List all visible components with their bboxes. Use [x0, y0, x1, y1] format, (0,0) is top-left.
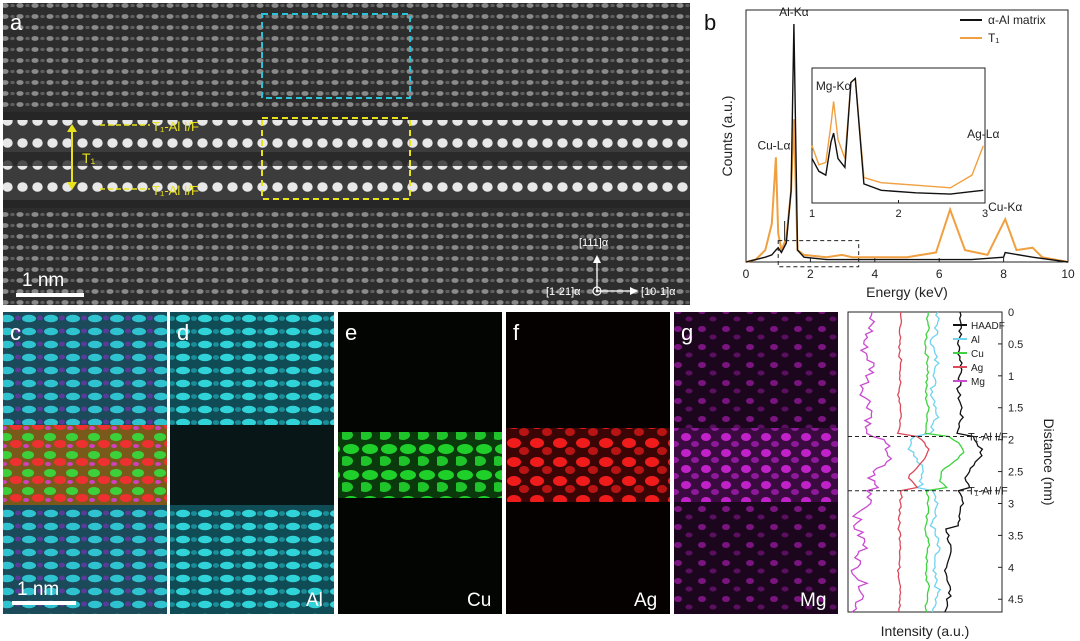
y-tick-label: 4	[1008, 562, 1014, 574]
peak-label: Ag-Lα	[967, 127, 999, 141]
y-tick-label: 2.5	[1008, 467, 1023, 479]
matrix-box	[261, 13, 411, 99]
x-axis-label: Energy (keV)	[866, 284, 948, 300]
series-line	[745, 119, 1069, 263]
scale-bar-a	[16, 293, 84, 297]
y-tick-label: 3.5	[1008, 530, 1023, 542]
x-tick-label: 4	[871, 267, 878, 281]
panel-letter-g: g	[681, 320, 693, 345]
x-axis-label: Intensity (a.u.)	[881, 623, 970, 639]
panel-letter-f: f	[513, 320, 520, 345]
y-tick-label: 0.5	[1008, 339, 1023, 351]
axis-label-10-1: [10-1]α	[641, 286, 676, 298]
panel-d: d Al	[170, 312, 334, 614]
scale-bar-label-a: 1 nm	[22, 270, 64, 291]
panel-g: g Mg	[674, 312, 838, 614]
y-axis-label: Counts (a.u.)	[719, 96, 735, 177]
legend-label: α-Al matrix	[988, 13, 1046, 27]
panel-letter-a: a	[10, 10, 23, 35]
y-tick-label: 1	[1008, 371, 1014, 383]
interface-label: T₁-Al I/F	[968, 431, 1008, 443]
legend-label: HAADF	[971, 321, 1005, 332]
axis-label-1-21: [1-21]α	[546, 286, 581, 298]
profile-line	[943, 311, 984, 613]
profile-line	[850, 311, 893, 613]
map-label-mg: Mg	[800, 590, 826, 611]
profile-line	[896, 311, 930, 612]
peak-label: Cu-Kα	[988, 200, 1022, 214]
legend-label: T₁	[988, 31, 999, 45]
zone-axis-indicator: [111]α [10-1]α [1-21]α	[546, 237, 676, 298]
legend-label: Ag	[971, 363, 983, 374]
panel-f: f Ag	[506, 312, 670, 614]
cu-band	[338, 432, 502, 498]
legend-label: Al	[971, 335, 980, 346]
panel-letter-e: e	[345, 320, 357, 345]
inset-frame	[811, 67, 986, 204]
peak-label: Al-Kα	[779, 5, 809, 19]
interface-label-bottom: T₁-Al I/F	[152, 183, 199, 198]
plot-frame	[745, 9, 1069, 263]
panel-c: c 1 nm	[3, 312, 167, 614]
inset-series-line	[811, 77, 984, 195]
y-tick-label: 2	[1008, 435, 1014, 447]
x-tick-label: 10	[1061, 267, 1075, 281]
panel-letter-c: c	[10, 320, 21, 345]
legend-label: Cu	[971, 349, 984, 360]
t1-box	[261, 117, 411, 200]
inset-tick-label: 2	[895, 208, 901, 220]
y-tick-label: 0	[1008, 307, 1014, 319]
panel-a: a T₁-Al I/F T₁-Al I/F T₁ 1 nm [111]α [10…	[3, 3, 690, 305]
panel-b: b 0 2 4 6 8 10 Energy (keV) Counts (a.u.) Al-Kα C…	[704, 5, 1075, 300]
scale-bar-label-c: 1 nm	[17, 579, 59, 600]
y-axis-label: Distance (nm)	[1041, 418, 1057, 505]
map-label-ag: Ag	[634, 590, 657, 611]
interface-label-top: T₁-Al I/F	[152, 119, 199, 134]
y-tick-label: 1.5	[1008, 403, 1023, 415]
map-label-al: Al	[306, 590, 323, 611]
series-line	[745, 23, 1069, 263]
x-tick-label: 2	[807, 267, 814, 281]
ag-band	[506, 428, 670, 502]
inset-tick-label: 1	[809, 208, 815, 220]
profile-line	[924, 311, 965, 613]
plot-frame	[847, 311, 1003, 613]
t1-phase-label: T₁	[82, 150, 96, 166]
panel-e: e Cu	[338, 312, 502, 614]
profile-line	[907, 311, 942, 613]
line-profile-chart: 0 0.5 1 1.5 2 2.5 3 3.5 4 4.5 Distance (nm) Intensi…	[847, 307, 1057, 639]
peak-label: Cu-Lα	[757, 138, 790, 152]
map-label-cu: Cu	[467, 590, 491, 611]
scale-bar-c	[12, 601, 76, 605]
legend-label: Mg	[971, 377, 985, 388]
x-tick-label: 6	[936, 267, 943, 281]
mg-band	[674, 428, 838, 502]
eds-spectrum-chart: 0 2 4 6 8 10 Energy (keV) Counts (a.u.) Al-Kα Cu-…	[719, 5, 1075, 300]
y-tick-label: 4.5	[1008, 594, 1023, 606]
panel-letter-d: d	[177, 320, 189, 345]
zoom-box	[777, 240, 860, 268]
x-tick-label: 0	[743, 267, 750, 281]
panel-letter-b: b	[704, 10, 716, 35]
axis-label-111: [111]α	[579, 237, 609, 249]
peak-label: Mg-Kα	[816, 79, 852, 93]
inset-tick-label: 3	[982, 208, 988, 220]
y-tick-label: 3	[1008, 498, 1014, 510]
overlay-t1-band	[3, 425, 167, 505]
interface-label: T₁-Al I/F	[968, 486, 1008, 498]
x-tick-label: 8	[1000, 267, 1007, 281]
